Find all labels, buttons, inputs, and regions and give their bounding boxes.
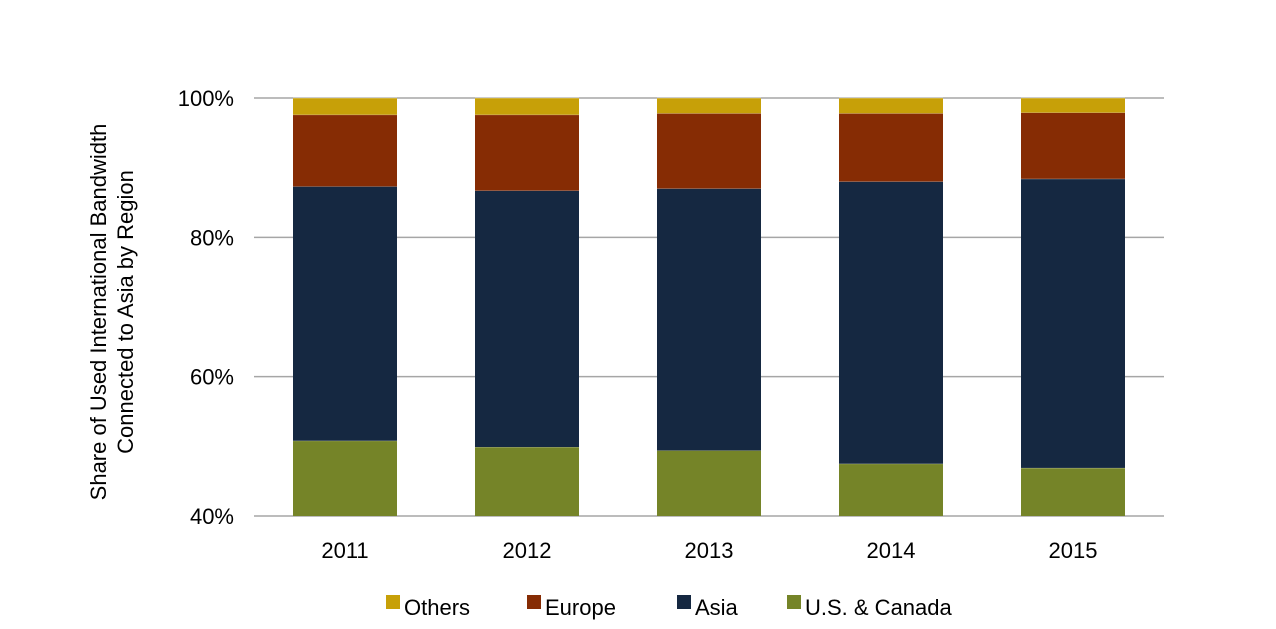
bar-segment-asia-2012	[475, 190, 579, 448]
bar-segment-u-s-canada-2015	[1021, 467, 1125, 516]
y-axis-title-line: Share of Used International Bandwidth	[86, 124, 111, 501]
bar-segment-europe-2012	[475, 114, 579, 191]
bar-segment-u-s-canada-2011	[293, 440, 397, 516]
bar-segment-u-s-canada-2012	[475, 447, 579, 516]
bar-segment-u-s-canada-2013	[657, 450, 761, 516]
bars	[293, 97, 1125, 516]
legend-label: Others	[404, 595, 470, 620]
bar-segment-u-s-canada-2014	[839, 463, 943, 516]
bar-segment-asia-2013	[657, 188, 761, 451]
x-tick-label: 2013	[685, 538, 734, 563]
bar-segment-europe-2013	[657, 113, 761, 189]
bar-segment-others-2014	[839, 98, 943, 114]
y-tick-label: 100%	[178, 86, 234, 111]
axes: 40% 60% 80% 100% 2011 2012 2013 2014 2015	[178, 86, 1098, 563]
legend-swatch	[386, 595, 400, 609]
x-tick-label: 2014	[867, 538, 916, 563]
y-tick-label: 80%	[190, 225, 234, 250]
legend-swatch	[527, 595, 541, 609]
x-tick-label: 2012	[503, 538, 552, 563]
legend-label: Europe	[545, 595, 616, 620]
bar-segment-europe-2011	[293, 114, 397, 187]
y-axis-title: Share of Used International Bandwidth Con…	[86, 124, 138, 501]
bar-segment-asia-2015	[1021, 178, 1125, 468]
legend-label: Asia	[695, 595, 739, 620]
bar-segment-others-2013	[657, 98, 761, 114]
bar-segment-asia-2011	[293, 186, 397, 441]
bar-segment-europe-2014	[839, 113, 943, 182]
y-tick-label: 60%	[190, 365, 234, 390]
legend-swatch	[787, 595, 801, 609]
bar-segment-europe-2015	[1021, 112, 1125, 179]
y-axis-title-group: Share of Used International Bandwidth Con…	[86, 124, 138, 501]
legend-swatch	[677, 595, 691, 609]
legend: Others Europe Asia U.S. & Canada	[386, 595, 953, 620]
bar-segment-others-2012	[475, 98, 579, 115]
bar-segment-others-2015	[1021, 98, 1125, 113]
legend-label: U.S. & Canada	[805, 595, 953, 620]
x-tick-label: 2011	[321, 538, 368, 563]
x-tick-label: 2015	[1049, 538, 1098, 563]
bar-segment-asia-2014	[839, 181, 943, 464]
y-tick-label: 40%	[190, 504, 234, 529]
bar-segment-others-2011	[293, 98, 397, 115]
y-axis-title-line: Connected to Asia by Region	[113, 170, 138, 454]
